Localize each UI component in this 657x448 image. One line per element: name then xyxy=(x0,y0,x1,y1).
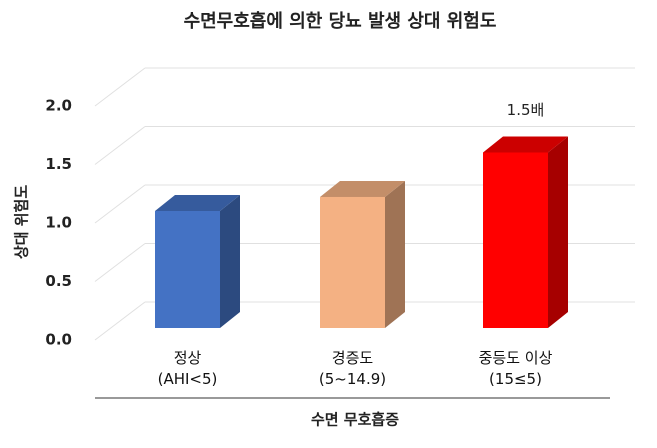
grid-line xyxy=(94,126,146,165)
y-tick-label: 0.0 xyxy=(45,331,72,349)
value-label: 1.5배 xyxy=(507,101,545,119)
bar xyxy=(483,152,548,328)
bar xyxy=(155,211,220,328)
y-tick-label: 2.0 xyxy=(45,97,72,115)
grid-line xyxy=(94,67,146,107)
grid-line xyxy=(94,301,146,341)
y-axis-label: 상대 위험도 xyxy=(13,185,31,259)
x-tick-label: 경증도 (5~14.9) xyxy=(318,349,387,388)
bar-side xyxy=(548,136,568,328)
bar xyxy=(320,196,385,328)
chart-title: 수면무호흡에 의한 당뇨 발생 상대 위험도 xyxy=(184,10,497,32)
bar-top xyxy=(155,195,240,211)
x-axis-label: 수면 무호흡증 xyxy=(311,411,399,429)
y-tick-label: 0.5 xyxy=(45,272,72,290)
x-tick-label: 정상 (AHI<5) xyxy=(157,349,218,388)
bar-top xyxy=(483,136,568,153)
grid-line xyxy=(94,243,146,282)
bar-side xyxy=(385,180,405,328)
bar-top xyxy=(320,180,405,197)
bar-side xyxy=(220,195,240,328)
y-tick-label: 1.5 xyxy=(45,155,72,173)
grid-line xyxy=(94,184,146,224)
y-tick-label: 1.0 xyxy=(45,214,72,232)
x-tick-label: 중등도 이상 (15≤5) xyxy=(478,349,553,388)
